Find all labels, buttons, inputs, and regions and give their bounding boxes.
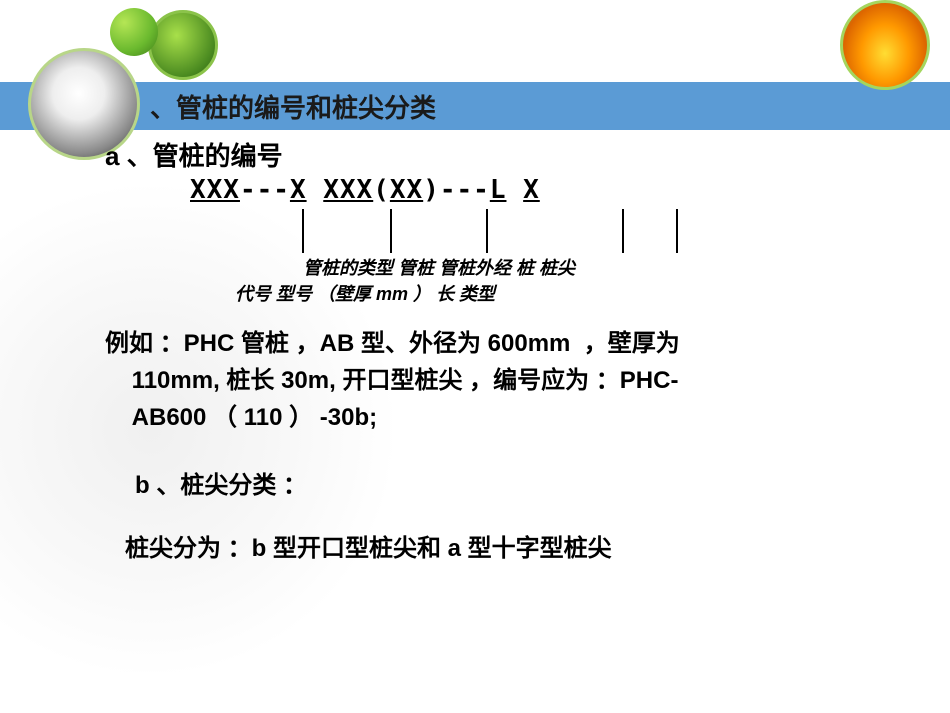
code-dash2: --- (440, 175, 490, 205)
leaf-circle-small (110, 8, 158, 56)
flower-circle (840, 0, 930, 90)
leaf-circle-large (148, 10, 218, 80)
code-seg2: X (290, 175, 307, 205)
code-seg1: XXX (190, 175, 240, 205)
annotation-lines: 管桩的类型 管桩 管桩外经 桩 桩尖 代号 型号 （壁厚 mm ） 长 类型 (190, 205, 905, 315)
connector-line (486, 209, 488, 253)
code-seg3: XXX (323, 175, 373, 205)
code-paren-open: ( (373, 175, 390, 205)
example-line: 例如 ：PHC 管桩 ，AB 型、外径为 600mm ，壁厚为 110mm, 桩… (105, 330, 680, 431)
page-title: 、管桩的编号和桩尖分类 (150, 88, 436, 125)
numbering-pattern: XXX---X XXX(XX)---L X (190, 175, 905, 205)
code-dash1: --- (240, 175, 290, 205)
code-seg5: L (490, 175, 507, 205)
main-content: a 、管桩的编号 XXX---X XXX(XX)---L X 管桩的类型 管桩 … (105, 136, 905, 563)
annot-row2: 代号 型号 （壁厚 mm ） 长 类型 (235, 281, 495, 308)
connector-line (302, 209, 304, 253)
connector-line (676, 209, 678, 253)
code-seg4: XX (390, 175, 423, 205)
subtitle-a: a 、管桩的编号 (105, 136, 905, 173)
annot-row1: 管桩的类型 管桩 管桩外经 桩 桩尖 (303, 255, 575, 282)
tip-types-text: 桩尖分为 ：b 型开口型桩尖和 a 型十字型桩尖 (125, 528, 905, 563)
header-band (0, 82, 950, 130)
code-paren-close: ) (423, 175, 440, 205)
connector-line (622, 209, 624, 253)
example-text: 例如 ：PHC 管桩 ，AB 型、外径为 600mm ，壁厚为 110mm, 桩… (105, 325, 905, 437)
code-gap1 (307, 175, 324, 205)
code-seg6: X (523, 175, 540, 205)
code-gap2 (506, 175, 523, 205)
connector-line (390, 209, 392, 253)
subtitle-b: b 、桩尖分类 ： (135, 465, 905, 500)
